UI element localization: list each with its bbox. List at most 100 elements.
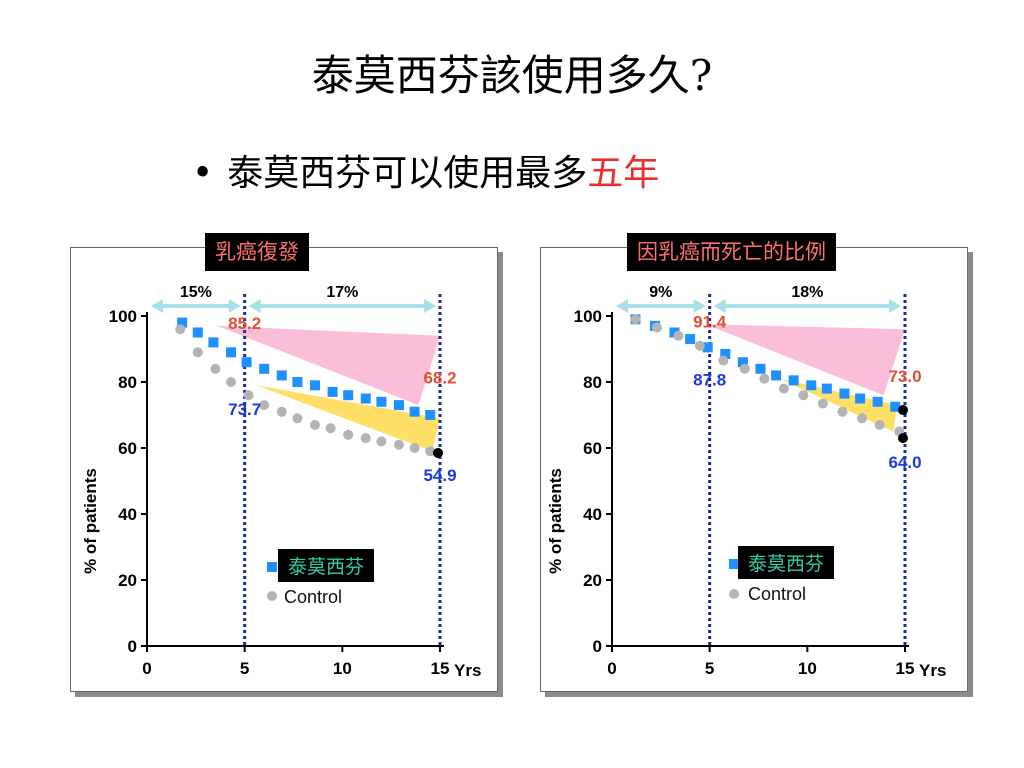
chart2-y-axis-label: % of patients [546,468,565,574]
chart2-data-label: 87.8 [693,370,726,389]
chart2-tamoxifen-point [720,348,731,359]
chart2-tamoxifen-point [685,334,696,345]
chart2-tamoxifen-point [737,357,748,368]
chart1-control-point [225,377,236,387]
chart1-control-point [192,347,203,358]
chart2-control-point [798,390,809,401]
chart1-tamoxifen-point [343,390,354,401]
chart2-tamoxifen-point [855,393,866,404]
chart1-tamoxifen-point [259,363,270,374]
chart2-data-label: 91.4 [693,313,727,332]
chart2-legend-circle-icon [729,589,739,599]
chart1-span-arrowhead [151,299,163,313]
chart2-data-label: 64.0 [888,453,921,472]
chart-title-recurrence: 乳癌復發 [205,233,309,271]
chart1-data-label: 85.2 [228,314,261,333]
chart1-x-tick-label: 5 [240,659,249,678]
chart-title-mortality: 因乳癌而死亡的比例 [627,233,836,271]
chart1-tamoxifen-point [192,327,203,338]
legend-control-right: Control [748,584,807,604]
chart2-y-tick-label: 20 [583,571,602,590]
chart2-control-point [694,340,705,351]
chart2-control-point [651,322,662,333]
chart1-span-arrowhead [228,299,241,313]
chart1-control-point [409,443,420,453]
chart2-x-axis-label: Yrs [919,661,946,680]
chart1-tamoxifen-point [360,393,371,404]
chart1-control-point [292,413,303,424]
chart2-control-point [739,363,750,374]
chart1-tamoxifen-point [425,410,436,420]
chart2-tamoxifen-point [872,396,883,407]
bullet-dot-icon: • [192,153,214,194]
chart1-tamoxifen-point [292,377,303,387]
chart1-y-tick-label: 100 [109,307,137,326]
chart2-wedge-yellow [780,378,898,432]
chart2-tamoxifen-point [821,383,832,394]
chart1-legend-circle-icon [267,591,277,601]
chart2-control-point [874,419,885,430]
chart2-y-tick-label: 40 [583,505,602,524]
chart1-tamoxifen-point [208,337,219,348]
chart1-tamoxifen-point [393,400,404,411]
chart1-control-point [376,436,387,447]
chart1-y-tick-label: 0 [128,637,137,656]
chart1-tamoxifen-point [276,370,287,381]
chart2-span-arrowhead [693,299,706,313]
chart1-end-marker [433,447,443,458]
chart2-control-point [837,406,848,417]
chart2-control-point [673,330,684,341]
chart1-x-axis-label: Yrs [454,661,481,680]
chart1-tamoxifen-point [327,386,338,397]
chart2-data-label: 73.0 [888,367,921,386]
chart1-control-point [210,363,221,374]
chart2-tamoxifen-point [890,401,901,412]
chart1-tamoxifen-point [177,317,188,328]
chart2-control-point [857,413,868,424]
chart1-legend-square-icon [267,562,277,572]
bullet-highlight: 五年 [587,153,660,194]
chart2-span-arrowhead [889,299,901,313]
chart1-control-point [276,406,287,417]
chart2-tamoxifen-point [788,375,799,386]
chart2-y-tick-label: 60 [583,439,602,458]
slide-title: 泰莫西芬該使用多久? [311,51,713,100]
chart1-span-arrowhead [248,299,261,313]
chart2-control-point [718,355,729,366]
chart1-wedge-pink [217,325,440,406]
chart1-y-tick-label: 80 [118,373,137,392]
chart2-y-tick-label: 0 [593,637,602,656]
chart2-end-marker [898,405,908,416]
chart2-span-label: 18% [791,284,823,301]
chart1-control-point [259,400,270,411]
chart2-tamoxifen-point [755,363,766,374]
chart1-y-axis-label: % of patients [81,468,100,574]
chart1-x-tick-label: 15 [431,659,450,678]
chart2-control-point [630,314,641,325]
chart1-control-point [360,433,371,444]
chart2-y-tick-label: 80 [583,373,602,392]
chart1-control-point [325,423,336,434]
chart1-y-tick-label: 60 [118,439,137,458]
chart-panel-recurrence [70,247,498,692]
chart1-y-tick-label: 20 [118,571,137,590]
chart2-y-tick-label: 100 [574,307,602,326]
chart1-y-tick-label: 40 [118,505,137,524]
chart1-span-arrowhead [424,299,436,313]
chart2-tamoxifen-point [771,370,782,381]
chart1-control-point [309,419,320,430]
legend-tamoxifen-right: 泰莫西芬 [738,546,835,579]
chart1-data-label: 73.7 [228,400,261,419]
chart1-control-point [175,324,186,335]
chart1-span-label: 17% [326,284,358,301]
chart2-control-point [817,398,828,409]
chart2-legend-square-icon [729,559,739,569]
chart2-x-tick-label: 5 [705,659,714,678]
chart2-span-arrowhead [616,299,628,313]
chart2-x-tick-label: 15 [896,659,915,678]
legend-tamoxifen-left: 泰莫西芬 [278,549,375,582]
bullet-text: 泰莫西芬可以使用最多 [227,153,588,194]
chart2-end-marker [898,433,908,444]
chart2-span-label: 9% [649,284,672,301]
